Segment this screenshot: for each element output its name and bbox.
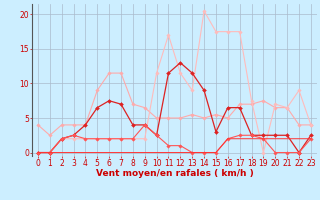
X-axis label: Vent moyen/en rafales ( km/h ): Vent moyen/en rafales ( km/h ) xyxy=(96,169,253,178)
